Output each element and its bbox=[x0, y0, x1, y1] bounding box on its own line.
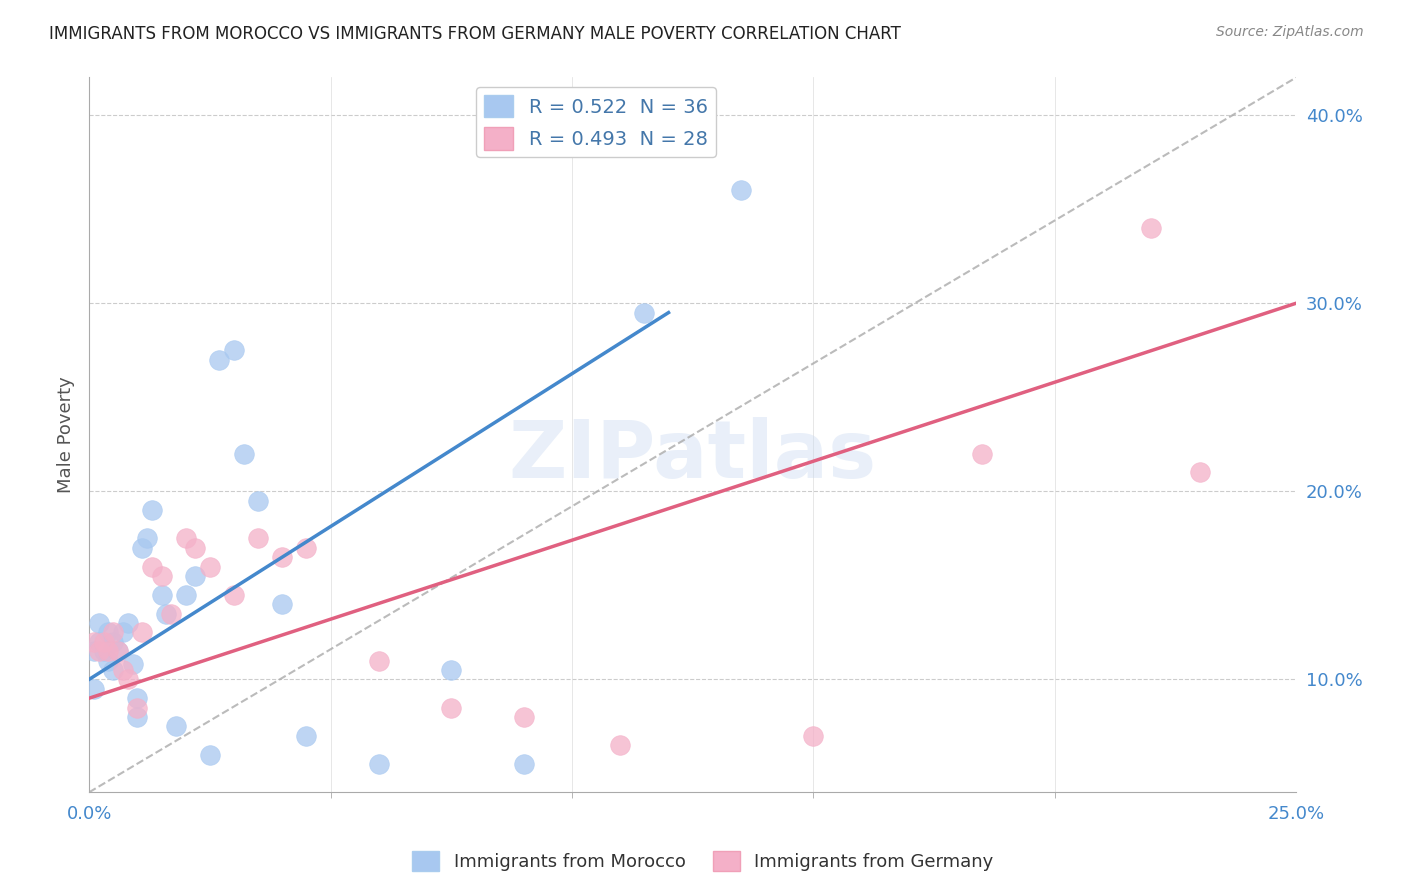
Point bbox=[972, 447, 994, 461]
Point bbox=[222, 343, 245, 358]
Point bbox=[87, 615, 110, 630]
Point bbox=[150, 588, 173, 602]
Legend: Immigrants from Morocco, Immigrants from Germany: Immigrants from Morocco, Immigrants from… bbox=[405, 844, 1001, 879]
Point bbox=[111, 625, 134, 640]
Y-axis label: Male Poverty: Male Poverty bbox=[58, 376, 75, 493]
Point bbox=[367, 654, 389, 668]
Point bbox=[141, 559, 163, 574]
Point bbox=[141, 503, 163, 517]
Point bbox=[512, 757, 534, 772]
Point bbox=[87, 634, 110, 648]
Point bbox=[247, 532, 270, 546]
Point bbox=[83, 634, 105, 648]
Point bbox=[127, 700, 149, 714]
Point bbox=[319, 814, 342, 828]
Point bbox=[1188, 466, 1211, 480]
Point bbox=[117, 615, 139, 630]
Point bbox=[121, 657, 143, 672]
Point bbox=[117, 673, 139, 687]
Point bbox=[165, 719, 187, 733]
Point bbox=[198, 747, 221, 762]
Point bbox=[107, 644, 129, 658]
Point bbox=[232, 447, 254, 461]
Point bbox=[103, 625, 125, 640]
Point bbox=[184, 541, 207, 555]
Point bbox=[367, 757, 389, 772]
Text: ZIPatlas: ZIPatlas bbox=[509, 417, 877, 495]
Point bbox=[127, 710, 149, 724]
Point bbox=[247, 493, 270, 508]
Point bbox=[97, 654, 120, 668]
Point bbox=[295, 729, 318, 743]
Point bbox=[440, 700, 463, 714]
Point bbox=[107, 644, 129, 658]
Point bbox=[103, 634, 125, 648]
Point bbox=[93, 644, 115, 658]
Point bbox=[198, 559, 221, 574]
Point bbox=[93, 634, 115, 648]
Point bbox=[271, 597, 294, 611]
Point bbox=[83, 644, 105, 658]
Point bbox=[127, 691, 149, 706]
Point bbox=[174, 532, 197, 546]
Point bbox=[83, 681, 105, 696]
Point bbox=[174, 588, 197, 602]
Point bbox=[633, 305, 655, 319]
Point bbox=[150, 569, 173, 583]
Point bbox=[271, 550, 294, 565]
Point bbox=[1140, 221, 1163, 235]
Point bbox=[97, 644, 120, 658]
Point bbox=[222, 588, 245, 602]
Point bbox=[803, 729, 825, 743]
Point bbox=[609, 738, 631, 752]
Point bbox=[730, 183, 752, 197]
Point bbox=[295, 541, 318, 555]
Point bbox=[111, 663, 134, 677]
Legend: R = 0.522  N = 36, R = 0.493  N = 28: R = 0.522 N = 36, R = 0.493 N = 28 bbox=[477, 87, 716, 157]
Point bbox=[136, 532, 159, 546]
Text: Source: ZipAtlas.com: Source: ZipAtlas.com bbox=[1216, 25, 1364, 39]
Point bbox=[184, 569, 207, 583]
Point bbox=[131, 541, 153, 555]
Point bbox=[131, 625, 153, 640]
Point bbox=[160, 607, 183, 621]
Text: IMMIGRANTS FROM MOROCCO VS IMMIGRANTS FROM GERMANY MALE POVERTY CORRELATION CHAR: IMMIGRANTS FROM MOROCCO VS IMMIGRANTS FR… bbox=[49, 25, 901, 43]
Point bbox=[155, 607, 177, 621]
Point bbox=[512, 710, 534, 724]
Point bbox=[103, 663, 125, 677]
Point bbox=[208, 352, 231, 367]
Point bbox=[440, 663, 463, 677]
Point bbox=[97, 625, 120, 640]
Point bbox=[87, 644, 110, 658]
